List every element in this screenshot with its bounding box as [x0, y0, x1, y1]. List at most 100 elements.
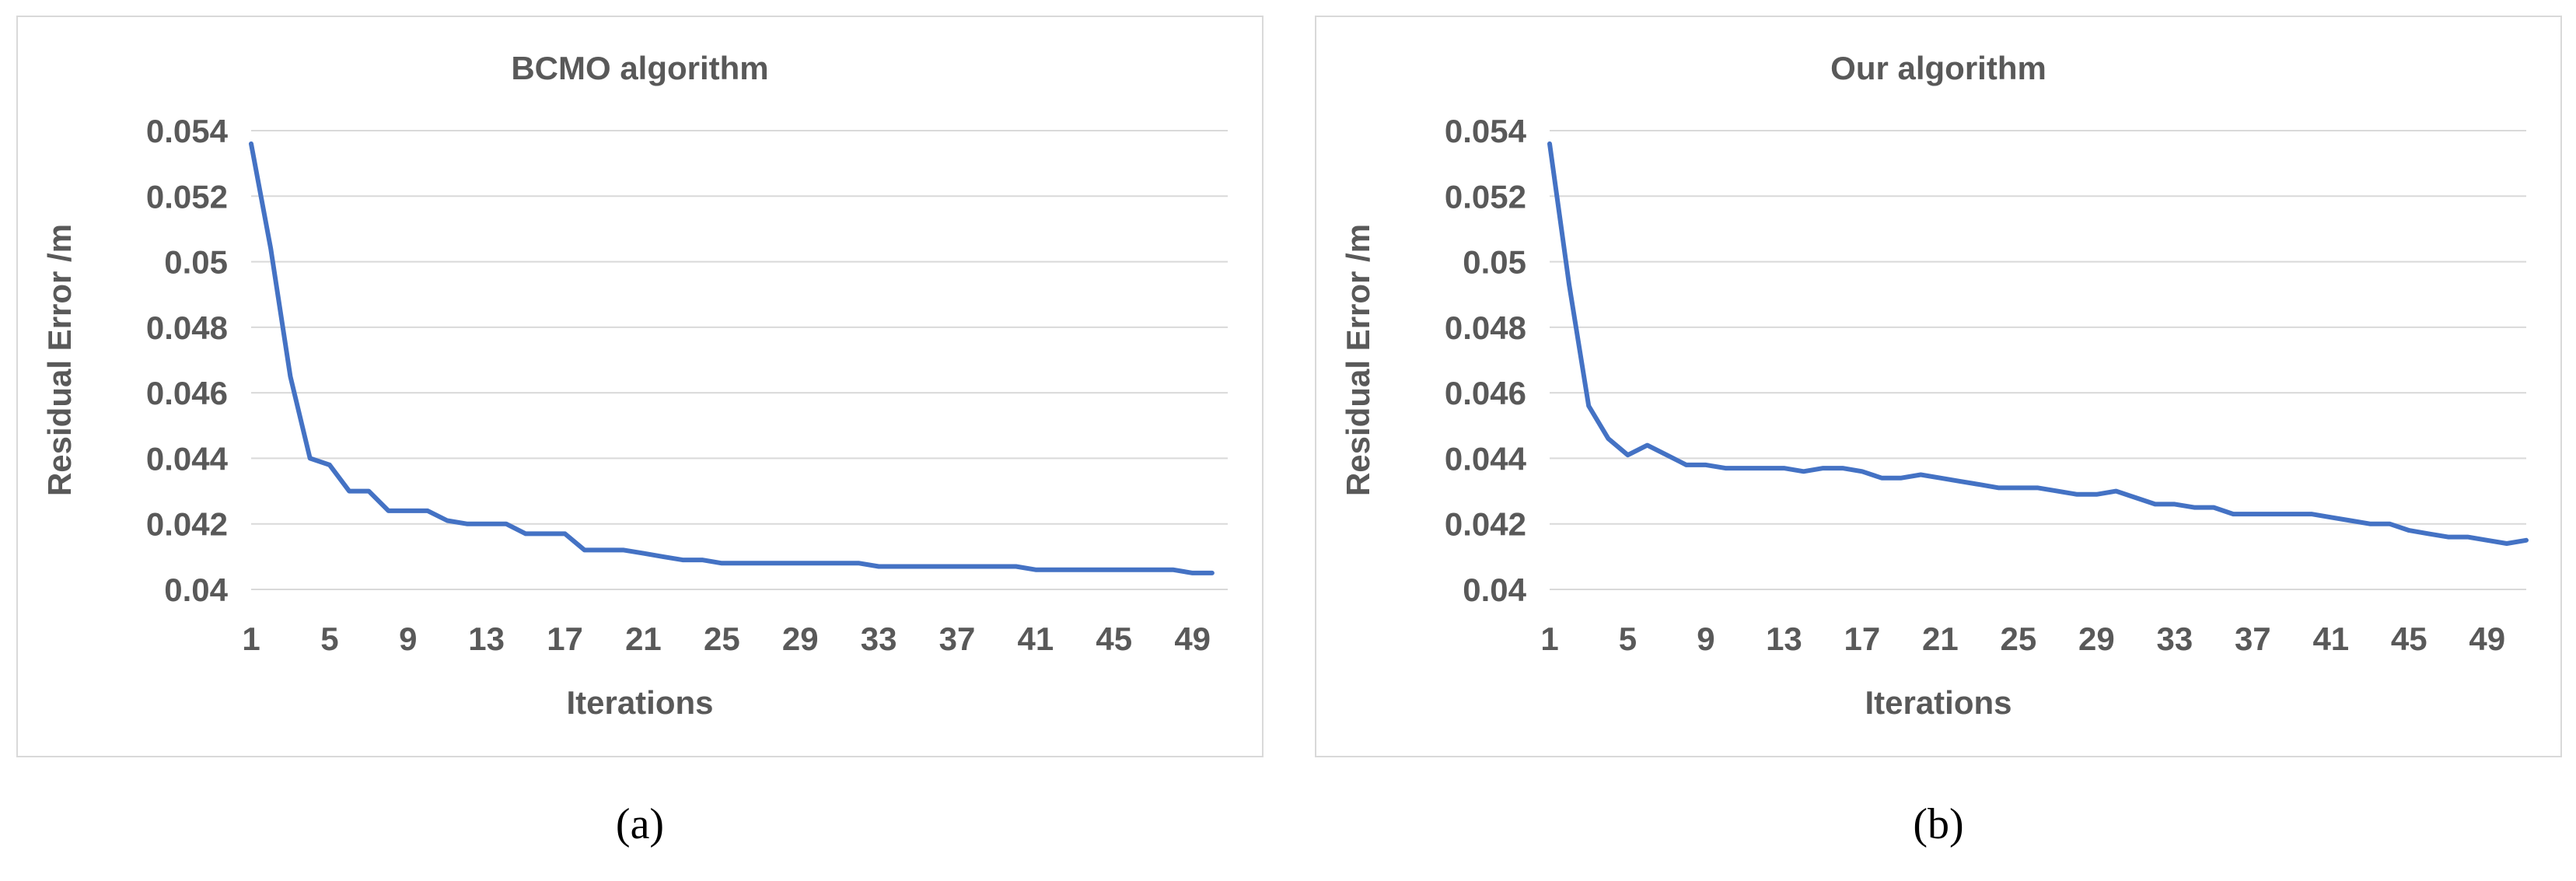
data-point — [1112, 568, 1116, 572]
data-point — [1977, 483, 1981, 487]
data-point — [1860, 470, 1864, 474]
data-point — [563, 532, 567, 536]
data-point — [2036, 486, 2039, 490]
series-line — [249, 141, 1215, 575]
data-point — [1626, 453, 1630, 457]
y-tick-label: 0.04 — [164, 572, 228, 608]
data-point — [1092, 568, 1096, 572]
data-point — [2407, 529, 2411, 533]
data-point — [2329, 516, 2333, 519]
data-point — [2290, 512, 2294, 516]
data-point — [1782, 467, 1786, 470]
y-tick-label: 0.048 — [146, 309, 228, 346]
data-point — [2251, 512, 2255, 516]
data-point — [1054, 568, 1057, 572]
data-point — [1152, 568, 1155, 572]
data-point — [1802, 470, 1805, 474]
x-tick-label: 29 — [782, 621, 819, 657]
data-point — [2525, 538, 2528, 542]
data-point — [2309, 512, 2313, 516]
data-point — [2446, 535, 2450, 539]
data-point — [446, 519, 449, 523]
y-tick-label: 0.044 — [146, 440, 229, 477]
y-tick-label: 0.046 — [1445, 375, 1526, 411]
data-point — [799, 561, 802, 565]
data-point — [1132, 568, 1135, 572]
x-tick-label: 45 — [1096, 621, 1132, 657]
x-axis-label: Iterations — [1865, 684, 2012, 721]
data-point — [935, 565, 939, 568]
data-point — [877, 565, 881, 568]
data-point — [1171, 568, 1175, 572]
data-point — [582, 548, 586, 552]
data-point — [1743, 467, 1747, 470]
data-point — [250, 142, 253, 145]
data-point — [680, 558, 684, 562]
data-point — [484, 522, 488, 526]
x-tick-label: 25 — [704, 621, 740, 657]
data-point — [837, 561, 841, 565]
data-point — [348, 489, 351, 493]
data-point — [897, 565, 900, 568]
data-point — [701, 558, 704, 562]
data-point — [739, 561, 743, 565]
data-point — [504, 522, 508, 526]
x-tick-label: 25 — [2001, 621, 2037, 657]
data-point — [288, 375, 292, 379]
x-tick-label: 45 — [2391, 621, 2427, 657]
data-point — [426, 509, 429, 512]
data-point — [1014, 565, 1018, 568]
data-point — [1880, 476, 1883, 480]
data-point — [759, 561, 763, 565]
x-tick-label: 17 — [1844, 621, 1881, 657]
data-point — [2075, 492, 2079, 496]
series-line — [1547, 141, 2529, 546]
data-point — [2134, 496, 2137, 499]
x-axis-label: Iterations — [566, 684, 713, 721]
data-point — [1840, 467, 1844, 470]
y-tick-label: 0.042 — [1445, 506, 1526, 543]
data-point — [2114, 489, 2118, 493]
y-tick-label: 0.042 — [146, 506, 228, 543]
data-point — [2056, 489, 2060, 493]
y-axis-label: Residual Error /m — [1340, 224, 1376, 496]
data-point — [1033, 568, 1037, 572]
data-point — [916, 565, 920, 568]
data-point — [603, 548, 606, 552]
data-point — [975, 565, 979, 568]
x-tick-label: 37 — [2235, 621, 2271, 657]
data-point — [2504, 542, 2508, 545]
data-point — [2095, 492, 2099, 496]
data-point — [2348, 519, 2352, 523]
data-point — [1900, 476, 1903, 480]
data-point — [1938, 476, 1942, 480]
data-point — [367, 489, 371, 493]
data-point — [2232, 512, 2235, 516]
data-point — [1073, 568, 1077, 572]
y-tick-label: 0.046 — [146, 375, 228, 411]
data-point — [2153, 502, 2157, 506]
x-tick-label: 5 — [320, 621, 338, 657]
data-point — [1606, 437, 1610, 441]
data-point — [1587, 404, 1591, 407]
chart-panel-b: Our algorithm 0.04 0.042 0.044 0.046 0.048 0.0… — [1315, 16, 2562, 757]
x-tick-label: 21 — [1922, 621, 1959, 657]
x-tick-label: 9 — [399, 621, 417, 657]
x-tick-label: 21 — [625, 621, 662, 657]
data-point — [1704, 463, 1707, 467]
data-point — [524, 532, 528, 536]
chart-panel-a: BCMO algorithm 0.04 0.042 0.044 0.046 0.048 0.… — [16, 16, 1264, 757]
data-point — [1997, 486, 2001, 490]
y-tick-label: 0.044 — [1445, 440, 1527, 477]
chart-title: BCMO algorithm — [511, 50, 768, 86]
data-point — [779, 561, 782, 565]
data-point — [661, 554, 665, 558]
x-tick-label: 13 — [1766, 621, 1802, 657]
x-tick-label: 33 — [2156, 621, 2193, 657]
x-tick-label: 1 — [242, 621, 260, 657]
data-point — [1919, 473, 1923, 477]
data-point — [641, 551, 645, 555]
x-tick-label: 49 — [1174, 621, 1211, 657]
data-point — [1568, 283, 1571, 287]
data-point — [1684, 463, 1688, 467]
